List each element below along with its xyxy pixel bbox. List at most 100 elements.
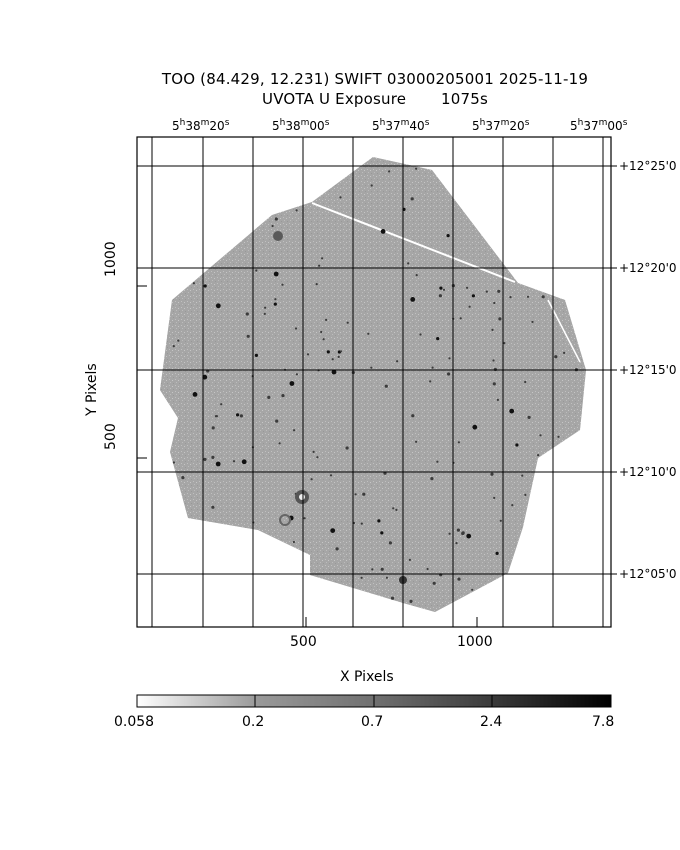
star — [395, 508, 398, 511]
star — [457, 577, 461, 581]
axis-ticks — [137, 165, 617, 627]
y-tick-label: 1000 — [103, 241, 119, 277]
star — [310, 478, 313, 481]
star — [312, 450, 315, 453]
star — [236, 413, 240, 417]
star — [524, 380, 527, 384]
star — [539, 434, 542, 437]
ra-tick-label: 5h38m20s — [172, 118, 230, 133]
colorbar-label: 0.7 — [361, 714, 384, 730]
star — [442, 288, 446, 291]
y-axis-label: Y Pixels — [84, 363, 100, 416]
star — [527, 415, 531, 419]
ra-tick-label: 5h37m00s — [570, 118, 628, 133]
ghost-ring — [279, 514, 291, 526]
star — [485, 290, 488, 293]
star — [215, 415, 218, 418]
star — [410, 297, 416, 302]
dec-tick-label: +12°10'0 — [619, 465, 677, 479]
star — [203, 284, 207, 288]
star — [278, 442, 281, 445]
star — [318, 264, 321, 267]
star — [273, 271, 279, 277]
star — [388, 541, 392, 545]
star — [306, 353, 310, 356]
dec-tick-label: +12°15'0 — [619, 363, 677, 377]
star — [346, 321, 349, 324]
ra-tick-label: 5h38m00s — [272, 118, 330, 133]
star — [472, 424, 478, 430]
star — [325, 318, 328, 321]
star — [255, 269, 258, 272]
star — [295, 209, 298, 212]
star — [203, 457, 207, 461]
star — [339, 196, 342, 199]
satellite-trail — [311, 202, 516, 283]
star — [426, 567, 429, 571]
ra-tick-label: 5h37m20s — [472, 118, 530, 133]
star — [495, 551, 499, 556]
star — [509, 296, 512, 299]
star — [392, 507, 395, 510]
star — [385, 576, 388, 579]
star — [455, 542, 458, 545]
x-tick-label: 1000 — [457, 634, 493, 650]
star — [331, 369, 337, 375]
star — [274, 217, 278, 221]
star — [431, 366, 434, 369]
star — [515, 443, 519, 447]
star — [274, 298, 277, 301]
star — [289, 381, 295, 386]
star — [415, 440, 418, 443]
star — [466, 286, 469, 289]
star — [496, 398, 499, 401]
y-tick-label: 500 — [103, 423, 119, 450]
star — [415, 167, 418, 170]
star — [322, 338, 325, 341]
star — [436, 337, 440, 341]
dec-tick-label: +12°05'0 — [619, 567, 677, 581]
star — [245, 312, 249, 316]
star — [554, 355, 558, 359]
star — [264, 306, 267, 309]
star — [466, 533, 472, 539]
star — [232, 460, 236, 463]
colorbar-label: 0.058 — [114, 714, 155, 730]
star — [526, 295, 530, 298]
star — [316, 456, 319, 459]
star — [326, 350, 330, 354]
star — [563, 351, 566, 354]
star — [367, 332, 370, 335]
star — [281, 394, 285, 398]
star — [263, 312, 266, 315]
x-tick-label: 500 — [290, 634, 317, 650]
star — [497, 289, 501, 293]
star — [436, 460, 439, 463]
star — [246, 334, 250, 338]
star — [211, 455, 215, 459]
star — [438, 294, 442, 298]
bright-star-core — [299, 494, 305, 500]
star — [275, 419, 279, 423]
star — [315, 283, 318, 286]
star — [380, 229, 386, 234]
plot-subtitle: UVOTA U Exposure 1075s — [262, 90, 488, 108]
dec-tick-label: +12°25'0 — [619, 159, 677, 173]
star — [345, 446, 349, 450]
star — [541, 295, 545, 299]
star — [370, 184, 373, 187]
star — [293, 429, 296, 432]
star — [303, 517, 306, 520]
star — [491, 328, 494, 331]
star — [410, 197, 414, 201]
star — [446, 234, 450, 238]
star — [241, 459, 247, 465]
star — [492, 359, 495, 362]
star — [267, 395, 271, 399]
star — [329, 474, 333, 477]
star — [396, 360, 399, 363]
x-axis-label: X Pixels — [340, 669, 394, 685]
star — [521, 474, 524, 477]
star — [408, 558, 411, 562]
